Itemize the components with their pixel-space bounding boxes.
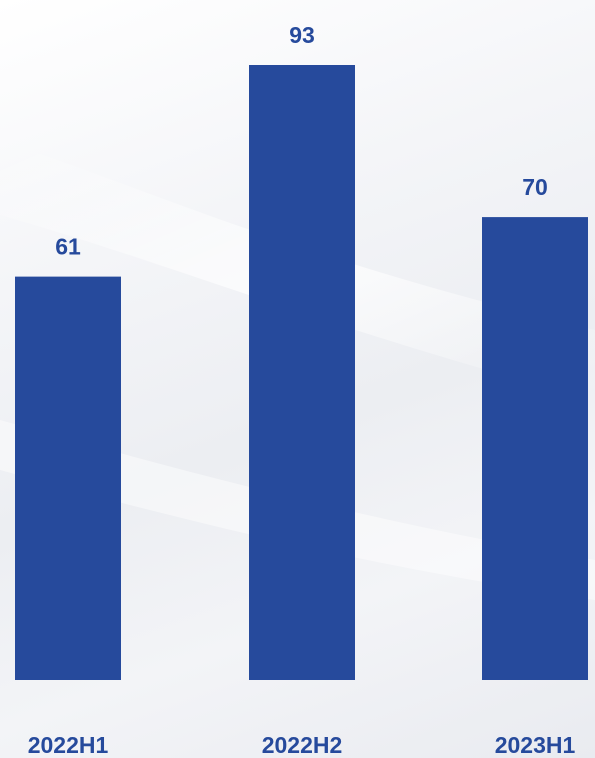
- value-label-2023H1: 70: [522, 174, 548, 200]
- category-labels-layer: 2022H1 2022H2 2023H1: [28, 732, 576, 758]
- value-label-2022H1: 61: [55, 234, 81, 260]
- bar-2022H1: [15, 276, 121, 680]
- category-label-2022H1: 2022H1: [28, 732, 109, 758]
- bar-2022H2: [249, 65, 355, 680]
- value-labels-layer: 61 93 70: [55, 22, 548, 260]
- bars-layer: [15, 65, 588, 680]
- bar-2023H1: [482, 217, 588, 680]
- value-label-2022H2: 93: [289, 22, 315, 48]
- category-label-2022H2: 2022H2: [262, 732, 343, 758]
- category-label-2023H1: 2023H1: [495, 732, 576, 758]
